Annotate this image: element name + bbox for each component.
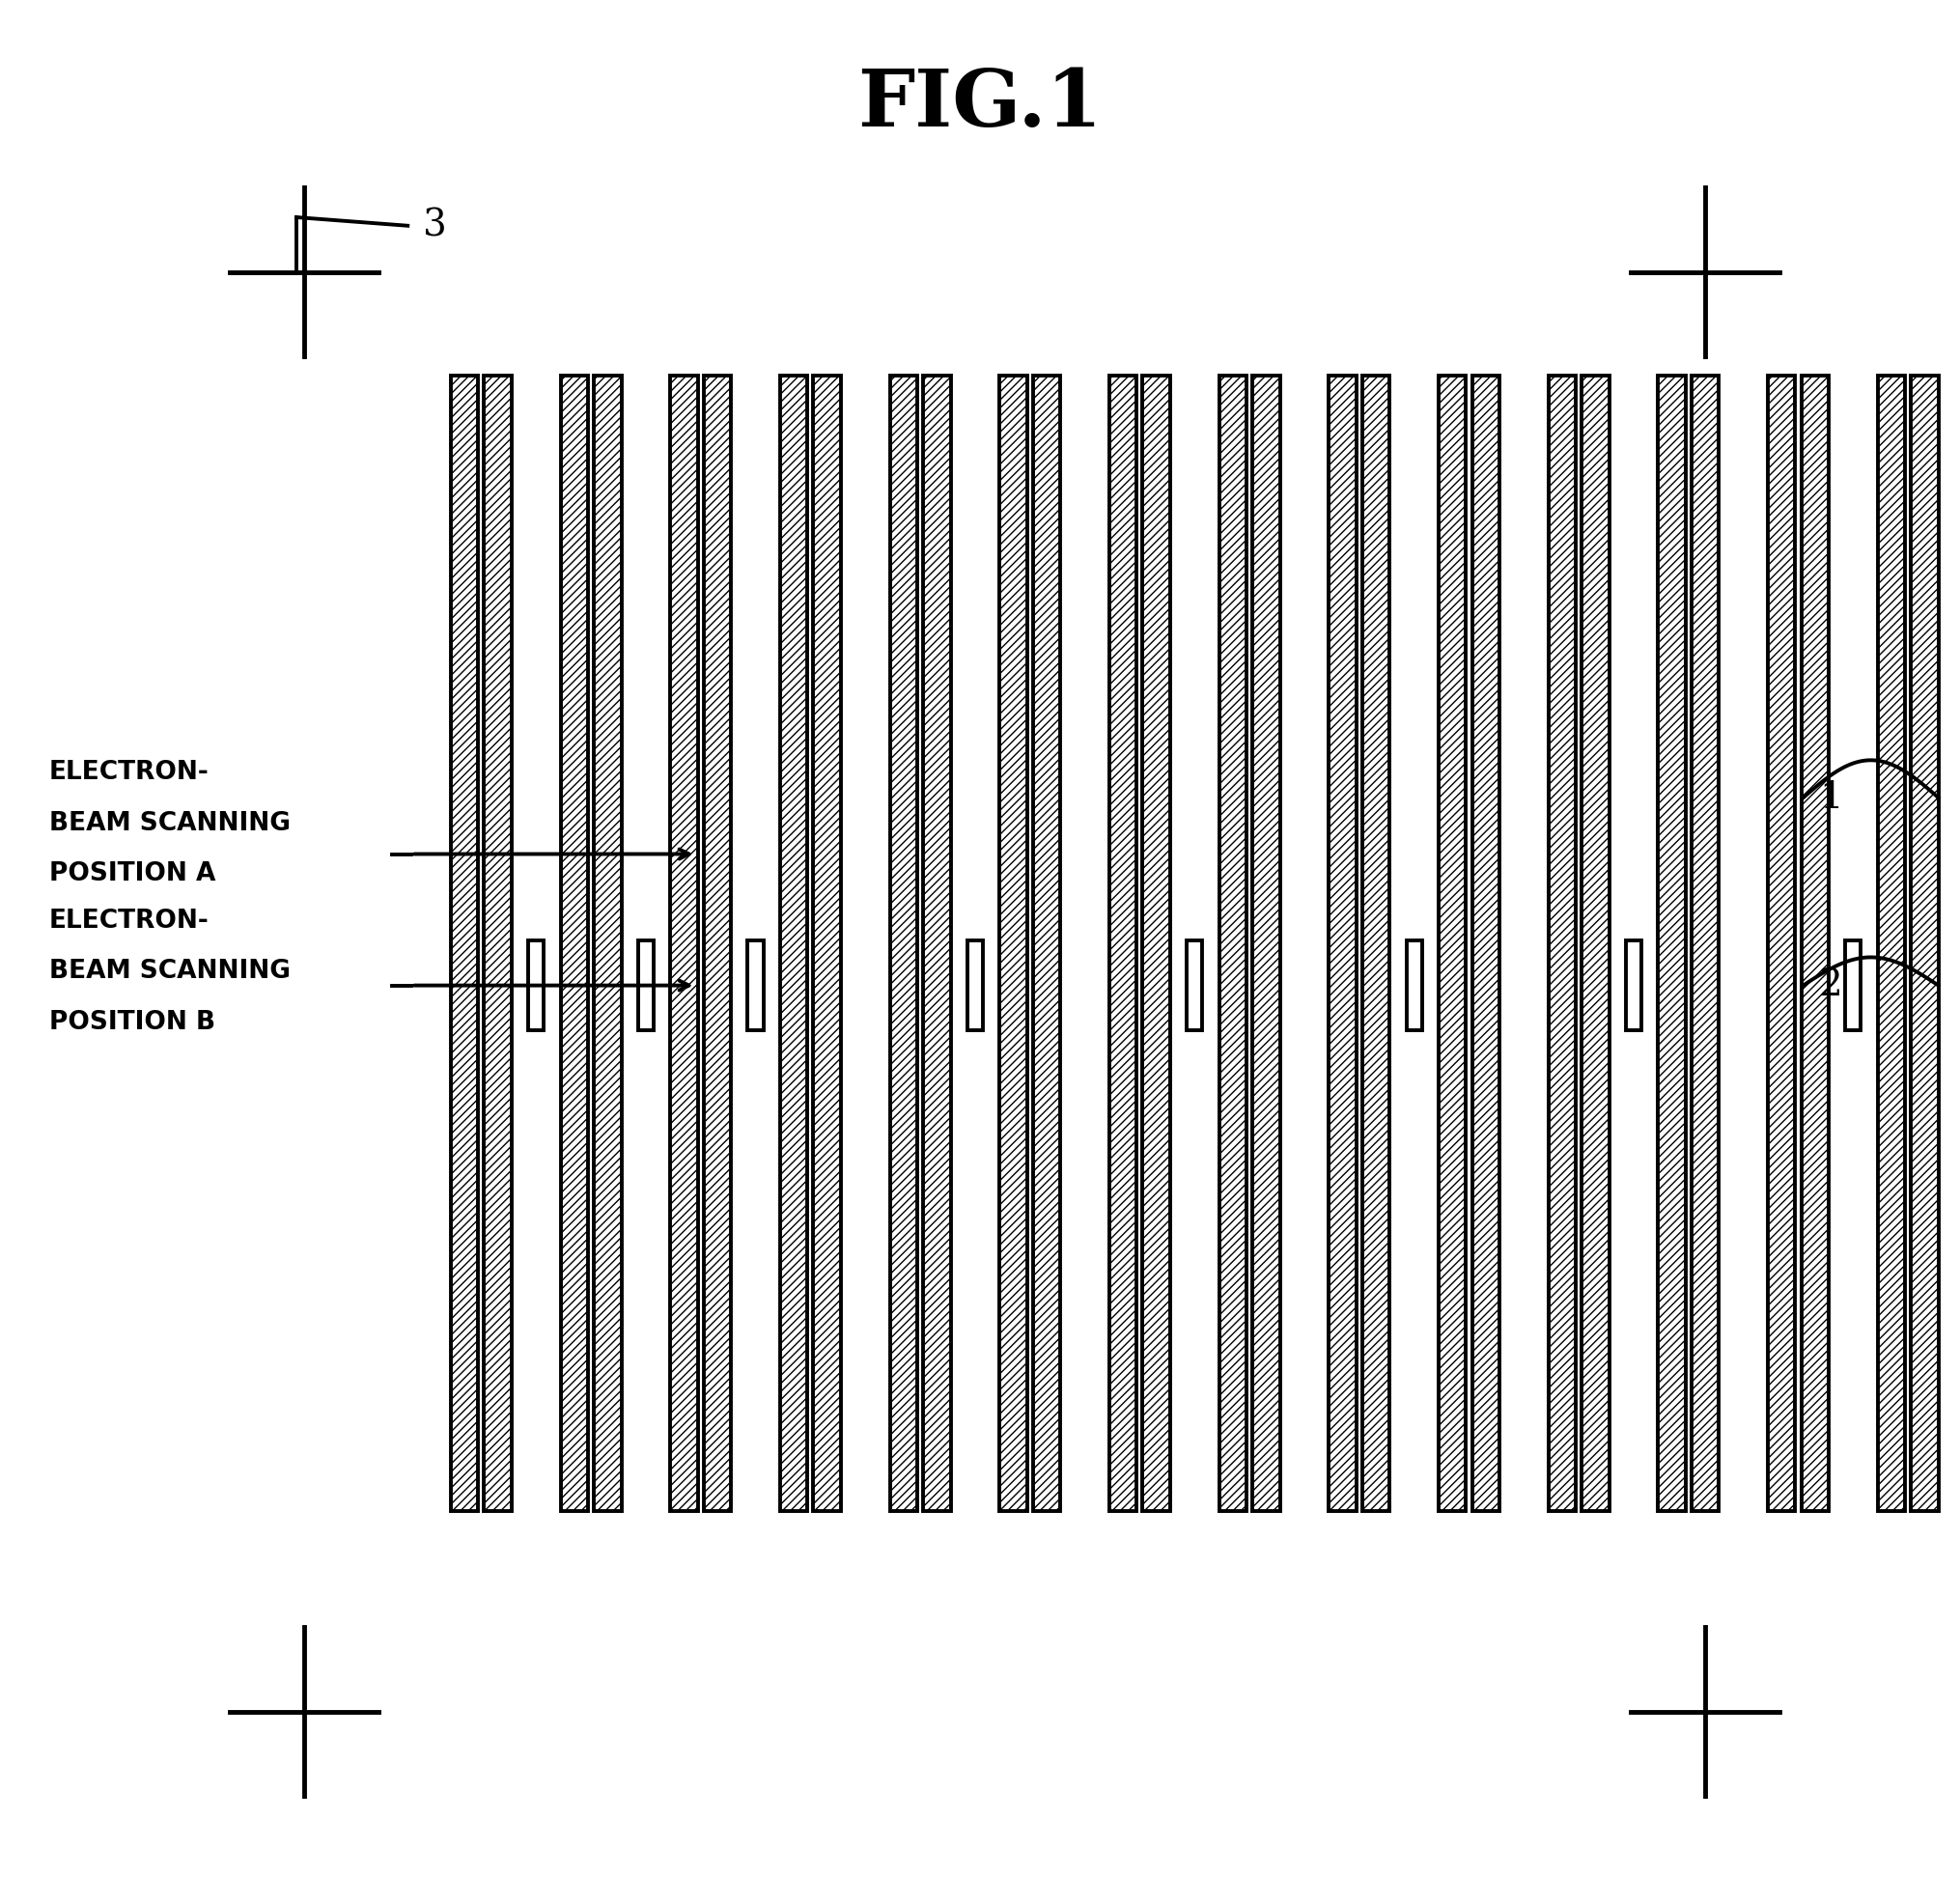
Bar	[1329, 375, 1356, 1511]
Bar	[529, 940, 545, 1030]
Bar	[1768, 375, 1795, 1511]
Bar	[594, 375, 621, 1511]
Bar	[451, 375, 478, 1511]
Text: 3: 3	[423, 208, 447, 244]
Bar	[1911, 375, 1938, 1511]
Bar	[484, 375, 512, 1511]
Bar	[1548, 375, 1576, 1511]
Text: 1: 1	[1819, 779, 1842, 816]
Bar	[966, 940, 982, 1030]
Text: FIG.1: FIG.1	[858, 66, 1102, 143]
Bar	[813, 375, 841, 1511]
Bar	[1033, 375, 1060, 1511]
Bar	[749, 940, 764, 1030]
Bar	[1407, 940, 1423, 1030]
Bar	[1625, 940, 1641, 1030]
Bar	[1143, 375, 1170, 1511]
Bar	[1691, 375, 1719, 1511]
Bar	[923, 375, 951, 1511]
Bar	[780, 375, 808, 1511]
Bar	[1801, 375, 1829, 1511]
Bar	[1658, 375, 1686, 1511]
Text: POSITION A: POSITION A	[49, 862, 216, 886]
Text: BEAM SCANNING: BEAM SCANNING	[49, 959, 290, 984]
Bar	[670, 375, 698, 1511]
Bar	[1846, 940, 1862, 1030]
Bar	[1362, 375, 1390, 1511]
Bar	[1000, 375, 1027, 1511]
Bar	[1472, 375, 1499, 1511]
Bar	[704, 375, 731, 1511]
Text: ELECTRON-: ELECTRON-	[49, 908, 210, 933]
Text: POSITION B: POSITION B	[49, 1010, 216, 1034]
Bar	[1188, 940, 1203, 1030]
Bar	[1109, 375, 1137, 1511]
Bar	[637, 940, 653, 1030]
Bar	[1439, 375, 1466, 1511]
Bar	[561, 375, 588, 1511]
Bar	[1252, 375, 1280, 1511]
Bar	[1582, 375, 1609, 1511]
Bar	[890, 375, 917, 1511]
Bar	[1219, 375, 1247, 1511]
Text: 2: 2	[1819, 967, 1842, 1004]
Bar	[1878, 375, 1905, 1511]
Text: BEAM SCANNING: BEAM SCANNING	[49, 811, 290, 835]
Text: ELECTRON-: ELECTRON-	[49, 760, 210, 785]
